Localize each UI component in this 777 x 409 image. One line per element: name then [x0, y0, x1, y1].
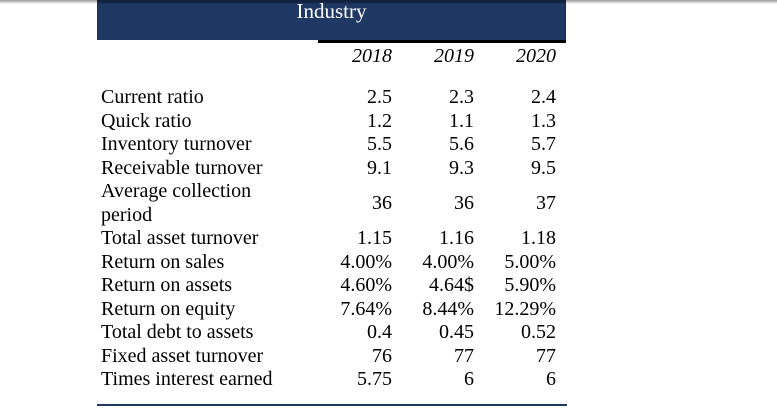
band-title: Industry: [296, 0, 367, 23]
row-value: 5.90%: [504, 274, 556, 296]
row-value: 4.64$: [429, 274, 474, 296]
row-value: 2.4: [531, 86, 556, 108]
year-column-2019: 2019: [434, 45, 474, 67]
table-row: Return on equity 7.64% 8.44% 12.29%: [101, 298, 556, 322]
table-row: Total debt to assets 0.4 0.45 0.52: [101, 321, 556, 345]
row-value: 0.45: [439, 321, 474, 343]
table-row: Fixed asset turnover 76 77 77: [101, 345, 556, 369]
row-value: 77: [536, 344, 556, 367]
year-header-row: 2018 2019 2020: [101, 45, 556, 69]
row-value: 1.16: [439, 227, 474, 249]
row-value: 77: [454, 344, 474, 367]
row-value: 4.60%: [340, 274, 392, 296]
row-value: 36: [372, 191, 392, 214]
row-label: Times interest earned: [101, 368, 273, 390]
year-header-spacer: [101, 45, 291, 69]
row-value: 37: [536, 191, 556, 214]
table-row: Return on assets 4.60% 4.64$ 5.90%: [101, 274, 556, 298]
row-label: Quick ratio: [101, 109, 192, 132]
row-value: 8.44%: [422, 297, 474, 320]
table-row: Quick ratio 1.2 1.1 1.3: [101, 110, 556, 134]
row-value: 1.15: [357, 227, 392, 249]
table-top-rule: [318, 40, 566, 43]
table-bottom-rule: [97, 404, 567, 406]
table-row: Return on sales 4.00% 4.00% 5.00%: [101, 251, 556, 275]
row-label: Return on assets: [101, 274, 233, 296]
row-value: 6: [546, 368, 556, 390]
row-value: 6: [464, 368, 474, 390]
row-label: Current ratio: [101, 86, 204, 108]
row-value: 1.1: [449, 109, 474, 132]
row-label: Return on equity: [101, 297, 236, 320]
row-label: Return on sales: [101, 250, 225, 273]
table-row: Times interest earned 5.75 6 6: [101, 368, 556, 392]
row-value: 2.3: [449, 86, 474, 108]
row-value: 5.6: [449, 133, 474, 155]
table-row: Receivable turnover 9.1 9.3 9.5: [101, 157, 556, 181]
ratio-table: Current ratio 2.5 2.3 2.4 Quick ratio 1.…: [101, 86, 556, 392]
year-column-2018: 2018: [352, 45, 392, 67]
row-label: Total debt to assets: [101, 321, 254, 343]
row-value: 36: [454, 191, 474, 214]
row-value: 0.52: [521, 321, 556, 343]
year-column-2020: 2020: [516, 45, 556, 67]
row-value: 1.2: [367, 109, 392, 132]
row-label: Receivable turnover: [101, 156, 263, 179]
row-value: 9.5: [531, 156, 556, 179]
table-row: Current ratio 2.5 2.3 2.4: [101, 86, 556, 110]
table-row: Average collection period 36 36 37: [101, 180, 556, 227]
row-value: 4.00%: [340, 250, 392, 273]
row-label: Fixed asset turnover: [101, 344, 264, 367]
row-value: 7.64%: [340, 297, 392, 320]
row-value: 1.3: [531, 109, 556, 132]
row-value: 5.75: [357, 368, 392, 390]
row-value: 5.7: [531, 133, 556, 155]
row-label: Total asset turnover: [101, 227, 259, 249]
row-value: 2.5: [367, 86, 392, 108]
row-value: 1.18: [521, 227, 556, 249]
row-label: Inventory turnover: [101, 133, 252, 155]
row-value: 5.5: [367, 133, 392, 155]
row-value: 12.29%: [494, 297, 556, 320]
row-value: 4.00%: [422, 250, 474, 273]
row-value: 5.00%: [504, 250, 556, 273]
row-label: Average collection period: [101, 180, 252, 226]
row-value: 9.3: [449, 156, 474, 179]
row-value: 76: [372, 344, 392, 367]
row-value: 0.4: [367, 321, 392, 343]
table-row: Total asset turnover 1.15 1.16 1.18: [101, 227, 556, 251]
industry-header-band: Industry: [97, 0, 566, 40]
row-value: 9.1: [367, 156, 392, 179]
table-row: Inventory turnover 5.5 5.6 5.7: [101, 133, 556, 157]
